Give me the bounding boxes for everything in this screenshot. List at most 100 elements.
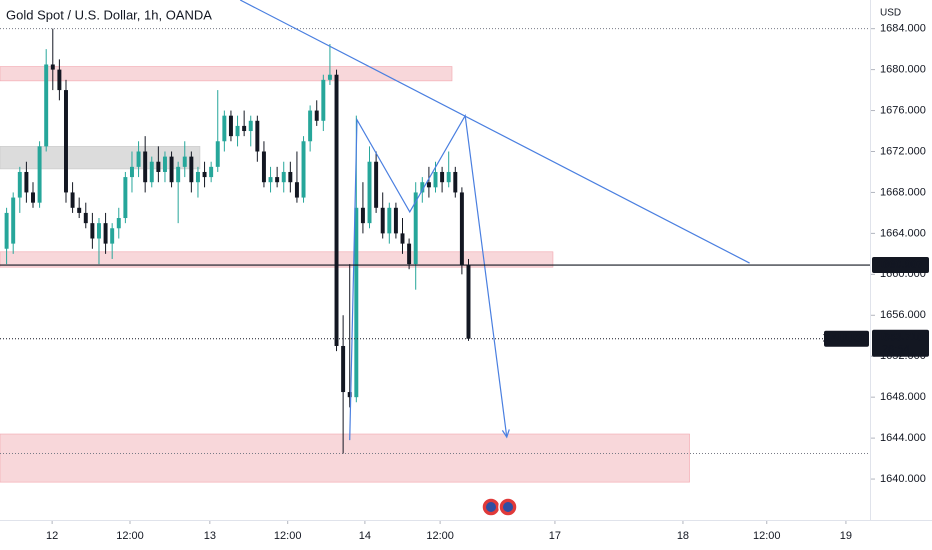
candle-body (209, 166, 214, 178)
candle-body (149, 161, 154, 183)
candle-body (433, 171, 438, 188)
zone (0, 66, 453, 82)
candle-body (281, 171, 286, 183)
y-tick-label: 1684.000 (880, 23, 926, 35)
candle-body (96, 223, 101, 239)
candle-body (387, 207, 392, 234)
currency-label: USD (880, 8, 901, 19)
candle-body (393, 207, 398, 234)
candle-body (156, 161, 161, 172)
y-tick-label: 1648.000 (880, 391, 926, 403)
candle-body (202, 171, 207, 178)
candle-body (308, 110, 313, 142)
candle-body (341, 345, 346, 393)
x-tick-label: 13 (204, 530, 216, 542)
candle-body (116, 218, 121, 229)
candle-body (314, 110, 319, 121)
candle-body (37, 146, 42, 203)
candle-body (70, 192, 75, 208)
candle-body (268, 177, 273, 183)
candle-body (169, 156, 174, 183)
candle-body (50, 64, 55, 70)
candle-body (413, 192, 418, 265)
candle-body (195, 171, 200, 183)
candle-body (90, 223, 95, 239)
y-tick-label: 1680.000 (880, 64, 926, 76)
candle-body (446, 171, 451, 183)
candle-body (242, 125, 247, 132)
candle-body (440, 171, 445, 183)
candle-body (459, 192, 464, 266)
arrow-head (501, 429, 510, 439)
candle-body (453, 171, 458, 193)
candle-body (143, 151, 148, 183)
y-tick-label: 1664.000 (880, 227, 926, 239)
price-label-box (872, 257, 929, 274)
candle-body (327, 74, 332, 80)
candle-body (360, 207, 365, 224)
candle-body (374, 161, 379, 208)
x-tick-label: 12 (46, 530, 58, 542)
candle-body (288, 171, 293, 183)
y-tick-label: 1672.000 (880, 145, 926, 157)
candle-body (222, 115, 227, 142)
x-tick-label: 12:00 (426, 530, 454, 542)
x-tick-label: 12:00 (753, 530, 781, 542)
candle-body (103, 223, 108, 244)
x-tick-label: 19 (840, 530, 852, 542)
candle-body (228, 115, 233, 137)
candle-body (380, 207, 385, 234)
candle-body (44, 64, 49, 147)
symbol-box (824, 330, 869, 347)
y-tick-label: 1668.000 (880, 186, 926, 198)
candle-body (215, 141, 220, 167)
y-tick-label: 1676.000 (880, 104, 926, 116)
x-tick-label: 18 (677, 530, 689, 542)
candle-body (189, 156, 194, 183)
symbol-label: XAUUSD (823, 333, 870, 345)
x-tick-label: 14 (359, 530, 371, 542)
candle-body (24, 171, 29, 193)
candle-body (301, 141, 306, 198)
candle-body (400, 233, 405, 244)
trend-line (239, 0, 750, 264)
candle-body (77, 207, 82, 213)
candle-body (466, 265, 471, 339)
candle-body (334, 74, 339, 346)
candle-body (248, 120, 253, 132)
countdown: 26:54 (882, 344, 910, 356)
candle-body (64, 90, 68, 193)
candle-body (123, 177, 128, 219)
event-icon-inner (503, 502, 513, 512)
flag-icons[interactable] (481, 497, 518, 517)
candle-body (347, 392, 352, 398)
pattern-path (349, 113, 508, 441)
candle-body (57, 69, 62, 91)
candle-body (275, 177, 280, 183)
candle-body (367, 161, 372, 224)
x-tick-label: 17 (549, 530, 561, 542)
candle-body (136, 151, 141, 167)
candle-body (17, 171, 22, 198)
candle-body (4, 212, 9, 249)
candle-body (354, 207, 359, 398)
candle-body (321, 79, 326, 121)
candle-body (162, 156, 167, 172)
candle-body (261, 151, 266, 183)
candle-body (420, 182, 425, 193)
zone (0, 433, 690, 483)
event-icon-inner (486, 502, 496, 512)
chart-title: Gold Spot / U.S. Dollar, 1h, OANDA (6, 7, 212, 22)
candle-body (11, 197, 16, 244)
price-label: 1660.907 (877, 259, 923, 271)
candle-body (255, 120, 260, 152)
y-tick-label: 1644.000 (880, 432, 926, 444)
x-tick-label: 12:00 (116, 530, 144, 542)
candle-body (110, 228, 115, 244)
candle-body (31, 192, 35, 203)
y-tick-label: 1656.000 (880, 309, 926, 321)
price-label: 1653.710 (877, 332, 923, 344)
candle-body (182, 156, 187, 167)
y-tick-label: 1640.000 (880, 473, 926, 485)
